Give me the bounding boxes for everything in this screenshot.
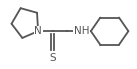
- Text: NH: NH: [74, 26, 89, 36]
- Text: N: N: [34, 26, 42, 36]
- Text: S: S: [49, 53, 56, 63]
